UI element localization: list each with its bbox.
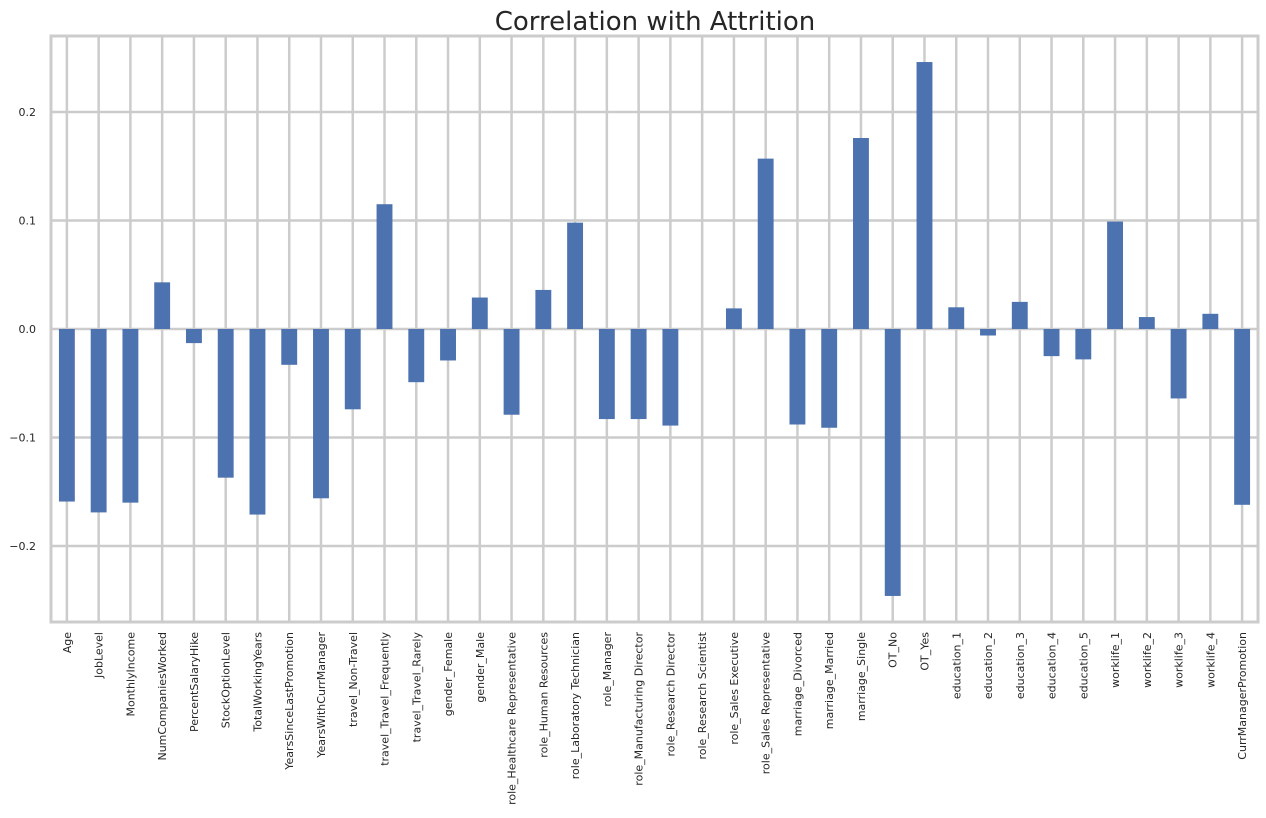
x-tick-label: education_5 — [1077, 632, 1090, 699]
bar — [503, 329, 520, 415]
bar — [122, 329, 139, 503]
bar — [725, 308, 742, 329]
x-tick-label: gender_Female — [442, 632, 455, 716]
chart-title: Correlation with Attrition — [495, 7, 816, 37]
x-tick-label: education_1 — [950, 632, 963, 699]
x-tick-label: worklife_3 — [1173, 632, 1186, 688]
y-tick-label: 0.0 — [19, 323, 37, 336]
bar — [853, 138, 869, 329]
x-tick-label: role_Manufacturing Director — [633, 632, 646, 786]
bar — [376, 204, 393, 329]
bar — [662, 329, 679, 426]
bar — [916, 62, 933, 330]
x-tick-label: MonthlyIncome — [124, 632, 137, 717]
x-tick-label: travel_Non-Travel — [347, 632, 360, 727]
bar — [1138, 317, 1155, 329]
x-tick-label: PercentSalaryHike — [188, 632, 201, 732]
x-tick-label: education_3 — [1014, 632, 1027, 699]
bar — [1043, 329, 1060, 357]
bar — [567, 222, 584, 329]
bar — [980, 329, 996, 336]
bar — [1170, 329, 1187, 399]
bar — [471, 297, 488, 329]
x-tick-label: role_Research Director — [664, 632, 677, 757]
bar — [90, 329, 107, 513]
x-tick-label: role_Human Resources — [537, 632, 550, 758]
x-tick-label: role_Research Scientist — [696, 631, 709, 759]
bar — [884, 329, 901, 596]
x-tick-label: gender_Male — [474, 632, 487, 703]
x-tick-label: NumCompaniesWorked — [156, 632, 169, 761]
x-tick-label: role_Sales Representative — [760, 632, 773, 774]
bar — [948, 307, 965, 329]
bar — [249, 329, 266, 515]
plot-frame — [49, 34, 1260, 624]
x-tick-label: worklife_1 — [1109, 632, 1122, 688]
x-tick-label: education_4 — [1046, 632, 1059, 699]
bar — [154, 282, 171, 329]
bar — [313, 329, 329, 499]
x-tick-label: OT_No — [887, 632, 900, 668]
bar — [1075, 329, 1092, 360]
bar — [598, 329, 615, 420]
x-tick-label: YearsSinceLastPromotion — [283, 632, 296, 771]
bar — [757, 158, 774, 329]
bar — [217, 329, 234, 478]
y-tick-label: −0.1 — [9, 432, 36, 445]
x-tick-label: JobLevel — [93, 632, 106, 679]
x-tick-label: travel_Travel_Rarely — [410, 632, 423, 743]
x-tick-label: role_Healthcare Representative — [506, 632, 519, 805]
y-axis-ticks: −0.2 −0.1 0.0 0.1 0.2 — [9, 106, 36, 553]
x-tick-label: marriage_Single — [855, 632, 868, 721]
x-tick-label: worklife_2 — [1141, 632, 1154, 688]
x-tick-label: Age — [61, 632, 74, 654]
x-tick-label: role_Manager — [601, 632, 614, 707]
x-tick-label: StockOptionLevel — [220, 632, 233, 728]
bar — [185, 329, 202, 344]
x-tick-label: role_Laboratory Technician — [569, 632, 582, 779]
bar — [58, 329, 75, 502]
bar — [821, 329, 838, 428]
x-tick-label: marriage_Married — [823, 632, 836, 729]
y-tick-label: −0.2 — [9, 540, 36, 553]
y-tick-label: 0.2 — [19, 106, 37, 119]
bar — [630, 329, 647, 420]
bar — [789, 329, 806, 425]
bar — [408, 329, 425, 383]
bar — [1234, 329, 1251, 505]
y-tick-label: 0.1 — [19, 214, 37, 227]
bar — [1202, 313, 1219, 329]
x-tick-label: travel_Travel_Frequently — [379, 632, 392, 766]
x-tick-label: OT_Yes — [918, 632, 931, 671]
bars — [58, 62, 1251, 596]
x-tick-label: role_Sales Executive — [728, 632, 741, 745]
bar — [344, 329, 361, 410]
bar — [1107, 221, 1124, 329]
x-tick-label: education_2 — [982, 632, 995, 699]
x-tick-label: marriage_Divorced — [791, 632, 804, 736]
x-tick-label: worklife_4 — [1204, 632, 1217, 688]
bar — [535, 289, 552, 329]
x-axis-ticks: Age JobLevel MonthlyIncome NumCompaniesWork… — [61, 631, 1249, 805]
x-tick-label: CurrManagerPromotion — [1236, 632, 1249, 760]
bar — [1011, 301, 1028, 329]
x-tick-label: YearsWithCurrManager — [315, 632, 328, 759]
bar — [281, 329, 298, 365]
bar — [440, 329, 456, 361]
x-tick-label: TotalWorkingYears — [251, 632, 264, 733]
